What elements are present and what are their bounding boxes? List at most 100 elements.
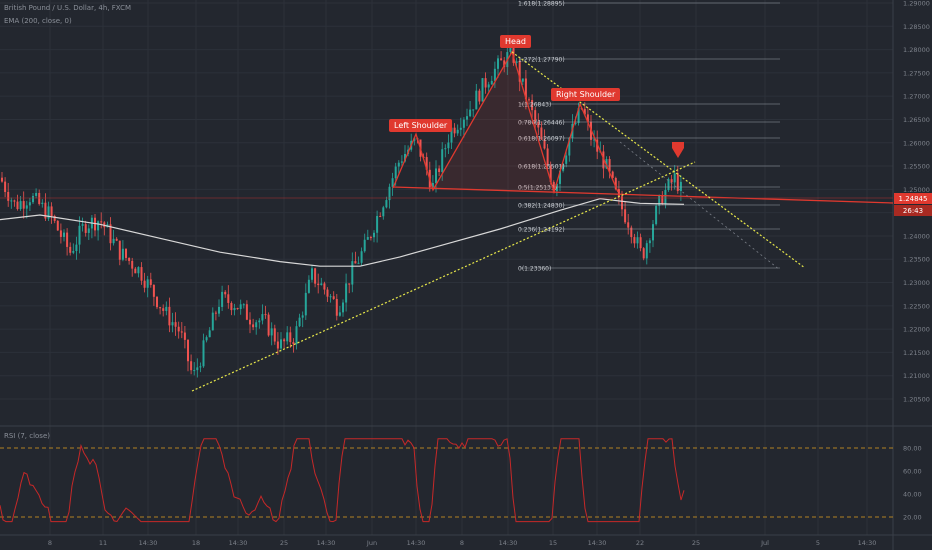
- candle: [59, 230, 62, 237]
- candle: [357, 262, 360, 264]
- candle: [661, 195, 664, 204]
- candle: [19, 201, 22, 210]
- x-tick-label: 14:30: [229, 539, 248, 547]
- candle: [69, 246, 72, 253]
- fib-level-label: 1(1.26843): [518, 102, 551, 109]
- y-tick-label: 1.26000: [903, 139, 930, 147]
- x-tick-label: Jul: [760, 539, 769, 547]
- candle: [236, 307, 239, 310]
- candle: [552, 182, 555, 192]
- candle: [555, 183, 558, 192]
- candle: [273, 328, 276, 342]
- candle: [627, 222, 630, 228]
- candle: [493, 68, 496, 81]
- y-tick-label: 1.25500: [903, 163, 930, 171]
- candle: [450, 127, 453, 143]
- candle: [25, 205, 28, 209]
- candle: [177, 326, 180, 332]
- candle: [13, 200, 16, 202]
- candle: [152, 284, 155, 297]
- y-tick-label: 1.29000: [903, 0, 930, 8]
- candle: [404, 153, 406, 162]
- candle: [10, 200, 13, 202]
- candle: [441, 149, 444, 173]
- y-tick-label: 1.21000: [903, 372, 930, 380]
- candle: [128, 257, 131, 261]
- candle: [307, 279, 310, 293]
- candle: [354, 261, 357, 264]
- candle: [596, 139, 599, 152]
- rsi-tick-label: 20.00: [903, 514, 922, 522]
- candle: [32, 195, 34, 203]
- candle: [528, 99, 530, 101]
- rsi-legend: RSI (7, close): [4, 432, 50, 440]
- candle: [537, 121, 540, 128]
- candle: [648, 240, 651, 244]
- fib-level-label: 0(1.23360): [518, 266, 551, 273]
- candle: [199, 366, 202, 368]
- candle: [304, 292, 307, 316]
- candle: [230, 302, 233, 311]
- last-price-label: 1.24845: [899, 195, 928, 203]
- candle: [53, 216, 56, 221]
- candle: [472, 109, 475, 111]
- candle: [562, 163, 565, 171]
- candle: [652, 224, 654, 241]
- candle: [636, 237, 639, 244]
- candle: [63, 232, 65, 237]
- candle: [208, 330, 211, 338]
- candle: [7, 191, 10, 201]
- candle: [270, 328, 273, 336]
- candle: [431, 183, 434, 188]
- candle: [162, 308, 165, 311]
- candle: [134, 268, 137, 274]
- candle: [602, 151, 605, 169]
- candle: [115, 238, 118, 241]
- candle: [379, 215, 382, 217]
- candle: [608, 159, 611, 172]
- candle: [4, 181, 7, 192]
- sell-arrow-icon: [672, 148, 684, 158]
- candle: [679, 181, 682, 191]
- y-tick-label: 1.27000: [903, 93, 930, 101]
- x-tick-label: 14:30: [588, 539, 607, 547]
- candle: [503, 60, 506, 68]
- head-label: Head: [500, 35, 531, 48]
- candle: [373, 232, 375, 238]
- candle: [456, 129, 459, 134]
- candle: [459, 127, 462, 130]
- candle: [245, 304, 248, 320]
- candle: [326, 289, 329, 297]
- candle: [131, 260, 134, 269]
- candle: [583, 108, 586, 115]
- candle: [218, 306, 220, 314]
- candle: [481, 78, 484, 102]
- candle: [227, 294, 230, 303]
- candle: [311, 268, 313, 280]
- candle: [509, 44, 512, 53]
- candle: [22, 201, 25, 209]
- candle: [500, 58, 503, 61]
- candle: [276, 341, 279, 349]
- candle: [28, 202, 31, 206]
- candle: [360, 251, 363, 263]
- candle: [435, 168, 437, 184]
- x-tick-label: 5: [816, 539, 820, 547]
- candle: [193, 370, 196, 372]
- y-tick-label: 1.20500: [903, 396, 930, 404]
- candle: [143, 280, 146, 288]
- candle: [524, 78, 527, 100]
- candle: [233, 307, 236, 311]
- candle: [109, 224, 112, 244]
- candle: [264, 314, 267, 316]
- candle: [97, 221, 100, 231]
- fib-level-label: 0.618(1.26097): [518, 136, 565, 143]
- candle: [317, 283, 320, 286]
- candle: [44, 202, 47, 219]
- candle: [546, 148, 549, 166]
- candle: [388, 186, 391, 201]
- candle: [112, 238, 115, 244]
- x-tick-label: 22: [636, 539, 644, 547]
